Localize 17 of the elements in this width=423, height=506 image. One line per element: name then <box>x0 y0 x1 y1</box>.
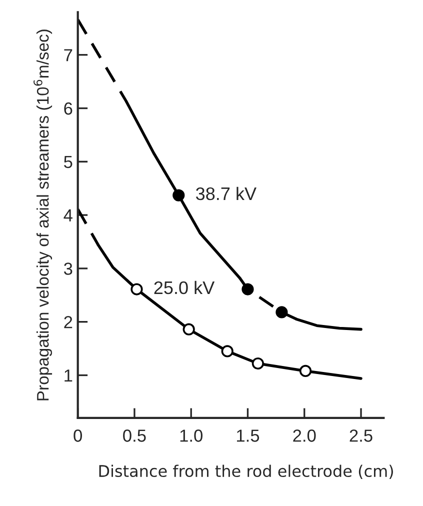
x-tick-label: 0 <box>74 430 82 442</box>
annotation: 25.0 kV <box>154 280 215 294</box>
y-axis-title: Propagation velocity of axial streamers (10$^{6}$m/sec) <box>34 30 52 400</box>
y-tick-label: 2 <box>64 316 72 328</box>
x-tick-label: 2.0 <box>293 430 316 442</box>
y-tick-label: 1 <box>64 370 72 382</box>
x-tick-label: 1.0 <box>180 430 202 442</box>
y-tick-label: 4 <box>64 209 72 222</box>
x-tick-label: 0.5 <box>123 430 146 442</box>
y-tick-label: 3 <box>64 262 72 275</box>
y-tick-label: 7 <box>64 49 72 62</box>
x-tick-label: 1.5 <box>236 430 260 442</box>
y-tick-label: 5 <box>64 156 72 168</box>
y-tick-label: 6 <box>64 102 72 115</box>
annotation: 38.7 kV <box>196 186 256 200</box>
x-tick-label: 2.5 <box>350 430 372 442</box>
x-axis-title: Distance from the rod electrode (cm) <box>99 464 393 479</box>
